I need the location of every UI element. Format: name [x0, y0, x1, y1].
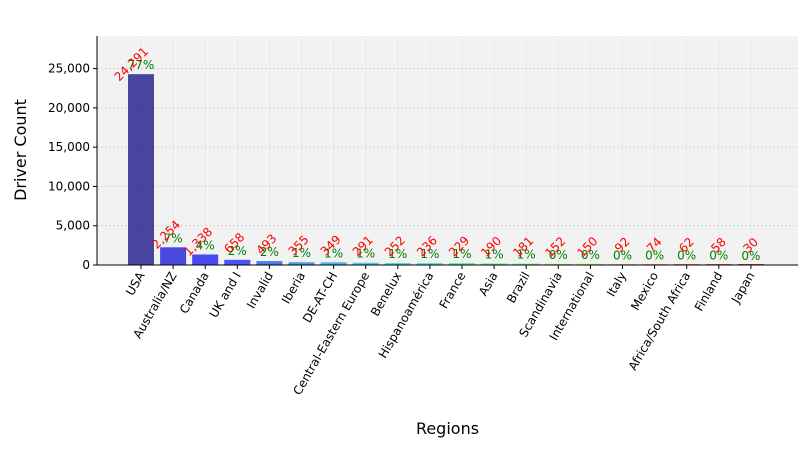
percent-label: 0% [645, 248, 664, 262]
x-tick-label: Italy [604, 270, 629, 300]
bar [352, 262, 379, 265]
grid-lines [97, 36, 798, 265]
percent-label: 0% [549, 248, 568, 262]
y-axis-title: Driver Count [11, 99, 30, 201]
bar [128, 74, 154, 265]
bar [288, 262, 315, 265]
bar [481, 263, 508, 265]
x-tick-label: Africa/South Africa [626, 270, 694, 373]
y-tick-label: 15,000 [48, 140, 90, 154]
percent-label: 0% [613, 248, 632, 262]
x-tick-label: Invalid [244, 270, 276, 312]
bar [160, 247, 187, 265]
bars-group [128, 74, 764, 265]
x-axis-title: Regions [416, 419, 479, 438]
y-tick-label: 0 [82, 258, 90, 272]
percent-label: 0% [581, 248, 600, 262]
percent-label: 7% [164, 231, 183, 245]
percent-label: 2% [260, 245, 279, 259]
percent-label: 1% [388, 247, 407, 261]
bar [416, 263, 443, 265]
y-tick-label: 10,000 [48, 179, 90, 193]
percent-label: 0% [741, 249, 760, 263]
percent-label: 1% [420, 247, 439, 261]
x-tick-label: UK and I [207, 270, 244, 321]
y-tick-label: 5,000 [56, 219, 90, 233]
bar [320, 262, 347, 265]
x-tick-label: Benelux [368, 270, 404, 319]
y-tick-label: 20,000 [48, 101, 90, 115]
bar [192, 254, 219, 265]
percent-label: 4% [196, 238, 215, 252]
percent-label: 77% [128, 58, 155, 72]
y-ticks-group: 0 5,000 10,000 15,000 20,000 25,000 [48, 62, 97, 272]
percent-label: 1% [485, 248, 504, 262]
x-tick-label: Brazil [504, 270, 533, 306]
x-tick-label: USA [123, 269, 148, 298]
percent-label: 1% [356, 247, 375, 261]
bar [545, 263, 572, 265]
bar [384, 263, 411, 265]
percent-label: 1% [324, 246, 343, 260]
percent-label: 0% [709, 249, 728, 263]
bar [256, 261, 283, 265]
percent-label: 1% [517, 248, 536, 262]
y-tick-label: 25,000 [48, 62, 90, 76]
x-tick-label: Canada [177, 270, 212, 317]
x-tick-label: Iberia [279, 270, 308, 307]
x-tick-label: France [437, 270, 469, 312]
percent-label: 1% [292, 246, 311, 260]
bar [224, 259, 251, 265]
x-tick-label: Asia [476, 269, 501, 298]
percent-label: 0% [677, 249, 696, 263]
bar [577, 263, 604, 265]
bar [449, 263, 475, 265]
x-tick-label: Mexico [628, 270, 661, 313]
percent-label: 1% [452, 247, 471, 261]
percent-label: 2% [228, 244, 247, 258]
plot-background [97, 36, 798, 265]
x-tick-label: Finland [692, 270, 726, 314]
bar [513, 263, 540, 265]
x-tick-label: Japan [728, 270, 757, 307]
